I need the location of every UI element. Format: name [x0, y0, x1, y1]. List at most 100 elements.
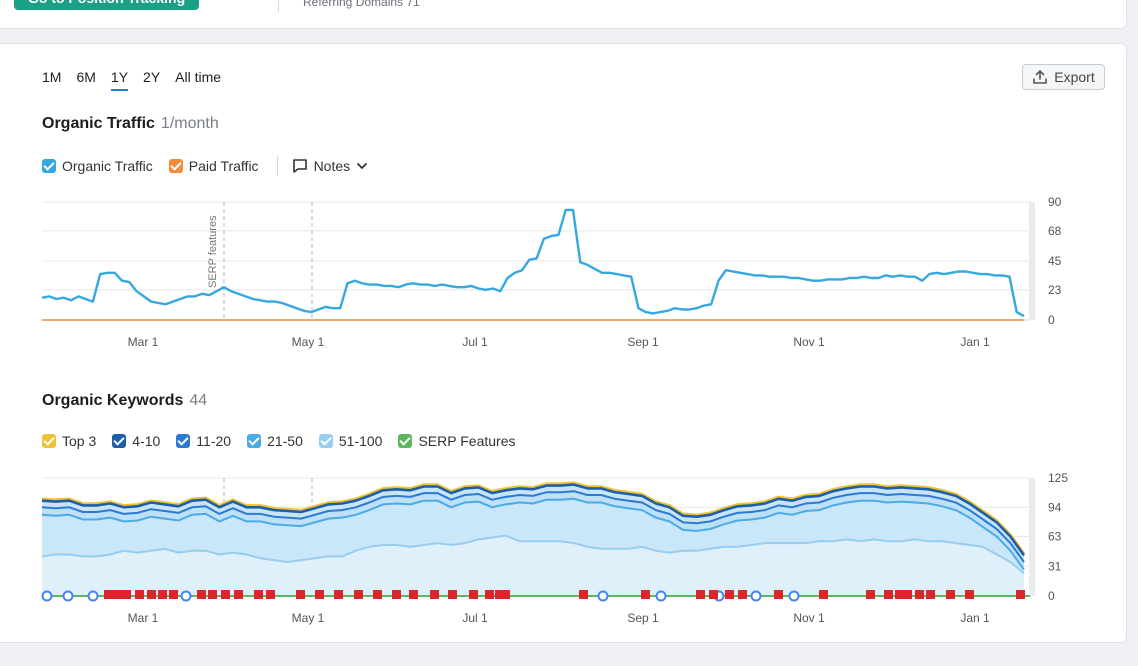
- keywords-legend: Top 3 4-10 11-20 21-50 51-100 SERP Featu…: [42, 433, 531, 449]
- flag-icon: [373, 590, 382, 599]
- checkbox-icon[interactable]: [112, 434, 127, 448]
- legend-label: SERP Features: [418, 433, 516, 449]
- x-tick-label: May 1: [292, 335, 325, 349]
- flag-icon: [915, 590, 924, 599]
- flag-icon: [409, 590, 418, 599]
- y-tick-label: 68: [1048, 224, 1062, 238]
- flag-icon: [334, 590, 343, 599]
- legend-paid-traffic[interactable]: Paid Traffic: [168, 158, 259, 174]
- y-tick-label: 45: [1048, 254, 1062, 268]
- flag-icon: [122, 590, 131, 599]
- flag-icon: [469, 590, 478, 599]
- y-tick-label: 90: [1048, 195, 1062, 209]
- checkbox-icon[interactable]: [42, 159, 56, 173]
- line-21-50: [41, 497, 1025, 571]
- x-tick-label: Jul 1: [462, 335, 488, 349]
- period-6m[interactable]: 6M: [76, 69, 96, 85]
- flag-icon: [1016, 590, 1025, 599]
- legend-label: 4-10: [132, 433, 161, 449]
- organic-keywords-chart: 0 31 63 94 125 Mar 1 May 1 Jul 1 Sep 1 Nov 1 Jan 1: [41, 471, 1068, 625]
- keywords-title: Organic Keywords 44: [42, 392, 207, 410]
- google-icon: [655, 590, 667, 602]
- flag-icon: [738, 590, 747, 599]
- top-card: Go to Position Tracking Referring Domain…: [0, 0, 1127, 29]
- checkbox-icon[interactable]: [168, 159, 183, 173]
- x-tick-label: Mar 1: [128, 611, 159, 625]
- flag-icon: [866, 590, 875, 599]
- y-tick-label: 63: [1048, 530, 1062, 544]
- notes-label: Notes: [313, 158, 351, 174]
- legend-11-20[interactable]: 11-20: [176, 433, 231, 449]
- checkbox-icon[interactable]: [398, 434, 413, 448]
- legend-label: 11-20: [196, 433, 232, 449]
- checkbox-icon[interactable]: [176, 434, 191, 448]
- legend-organic-traffic[interactable]: Organic Traffic: [42, 158, 153, 174]
- export-label: Export: [1054, 69, 1095, 85]
- flag-icon: [158, 590, 167, 599]
- organic-traffic-chart: 0 23 45 68 90 Mar 1 May 1 Jul 1 Sep 1 Nov 1 Jan 1 S…: [41, 195, 1062, 349]
- flag-icon: [169, 590, 178, 599]
- checkbox-icon[interactable]: [318, 434, 333, 448]
- x-tick-label: Sep 1: [627, 611, 659, 625]
- scroll-handle: [1029, 478, 1035, 596]
- y-tick-label: 125: [1048, 471, 1068, 485]
- period-2y[interactable]: 2Y: [143, 69, 161, 85]
- checkbox-icon[interactable]: [42, 434, 56, 448]
- legend-label: Top 3: [62, 433, 97, 449]
- flag-icon: [884, 590, 893, 599]
- flag-icon: [903, 590, 912, 599]
- line-4-10: [41, 483, 1026, 557]
- legend-51-100[interactable]: 51-100: [318, 433, 383, 449]
- flag-icon: [135, 590, 144, 599]
- legend-top-3[interactable]: Top 3: [42, 433, 96, 449]
- google-icon: [87, 590, 99, 602]
- legend-21-50[interactable]: 21-50: [247, 433, 303, 449]
- flag-icon: [965, 590, 974, 599]
- x-tick-label: Jul 1: [462, 611, 488, 625]
- flag-icon: [485, 590, 494, 599]
- checkbox-icon[interactable]: [247, 434, 262, 448]
- period-all-time[interactable]: All time: [175, 69, 222, 85]
- google-icon: [597, 590, 609, 602]
- flag-icon: [392, 590, 401, 599]
- organic-traffic-line: [41, 208, 1025, 318]
- legend-4-10[interactable]: 4-10: [112, 433, 160, 449]
- google-icon: [41, 590, 53, 602]
- flag-icon: [104, 590, 113, 599]
- x-tick-label: Sep 1: [627, 335, 659, 349]
- flag-icon: [946, 590, 955, 599]
- line-11-20: [41, 490, 1025, 563]
- legend-label: 51-100: [338, 433, 383, 449]
- upload-icon: [1033, 70, 1048, 84]
- flag-icon: [641, 590, 650, 599]
- google-icon: [788, 590, 800, 602]
- flag-icon: [208, 590, 217, 599]
- traffic-subtitle: 1/month: [160, 115, 219, 132]
- y-tick-label: 0: [1048, 313, 1055, 327]
- position-tracking-button[interactable]: Go to Position Tracking: [14, 0, 200, 10]
- flag-icon: [725, 590, 734, 599]
- y-tick-label: 31: [1048, 560, 1062, 574]
- flag-icon: [254, 590, 263, 599]
- x-tick-label: Nov 1: [793, 335, 825, 349]
- export-button[interactable]: Export: [1022, 64, 1105, 90]
- google-icon: [180, 590, 192, 602]
- flag-icon: [113, 590, 122, 599]
- legend-serp-features[interactable]: SERP Features: [398, 433, 515, 449]
- traffic-title-text: Organic Traffic: [42, 115, 155, 132]
- divider: [276, 156, 278, 176]
- flag-icon: [147, 590, 156, 599]
- y-tick-label: 23: [1048, 283, 1062, 297]
- x-tick-label: Jan 1: [960, 611, 990, 625]
- traffic-legend: Organic Traffic Paid Traffic Notes: [42, 156, 368, 176]
- legend-label: 21-50: [267, 433, 303, 449]
- flag-icon: [221, 590, 230, 599]
- flag-icon: [197, 590, 206, 599]
- notes-dropdown[interactable]: Notes: [292, 158, 369, 174]
- scroll-handle: [1029, 202, 1035, 320]
- flag-icon: [430, 590, 439, 599]
- chevron-down-icon: [357, 163, 368, 169]
- period-1y[interactable]: 1Y: [110, 69, 129, 91]
- legend-label: Paid Traffic: [188, 158, 259, 174]
- period-1m[interactable]: 1M: [42, 69, 62, 85]
